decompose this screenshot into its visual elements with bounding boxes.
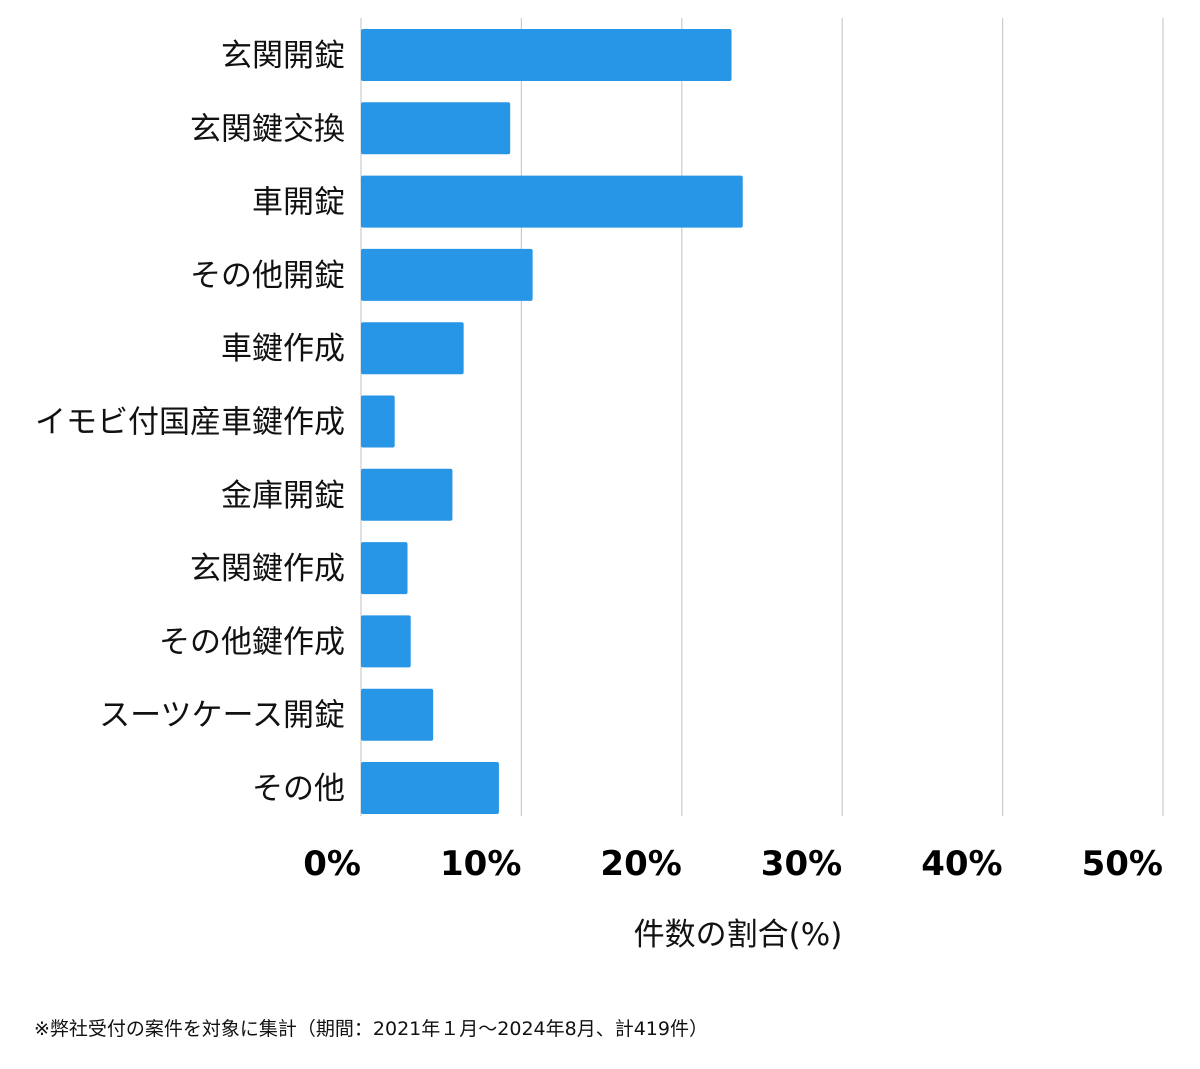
category-label: 車開錠 [252,185,345,221]
bar [361,688,434,741]
bars [361,29,743,814]
bar [361,322,464,375]
bar [361,542,408,595]
x-tick-labels: 0% 10% 20% 30% 40% 50% [303,844,1163,884]
category-label: 金庫開錠 [221,478,345,514]
bar [361,29,732,81]
category-label: スーツケース開錠 [99,698,345,734]
category-labels: 玄関開錠玄関鍵交換車開錠その他開錠車鍵作成イモビ付国産車鍵作成金庫開錠玄関鍵作成… [35,38,345,807]
x-tick-label: 0% [303,844,361,884]
category-label: イモビ付国産車鍵作成 [35,405,345,441]
category-label: その他開錠 [190,258,345,294]
x-tick-label: 20% [600,844,681,884]
category-label: 車鍵作成 [221,331,345,367]
bar [361,248,533,301]
bar [361,102,511,155]
category-label: その他鍵作成 [159,624,345,660]
bar [361,762,499,814]
x-axis-title: 件数の割合(%) [634,917,843,953]
x-tick-label: 30% [761,844,842,884]
bar [361,175,743,228]
bar [361,468,453,521]
x-tick-label: 40% [921,844,1002,884]
gridlines [360,18,1164,816]
category-label: 玄関開錠 [221,38,345,74]
x-tick-label: 50% [1082,844,1163,884]
x-tick-label: 10% [440,844,521,884]
category-label: 玄関鍵交換 [190,111,345,147]
category-label: 玄関鍵作成 [190,551,345,587]
bar-chart: 玄関開錠玄関鍵交換車開錠その他開錠車鍵作成イモビ付国産車鍵作成金庫開錠玄関鍵作成… [35,18,1164,953]
bar [361,615,411,668]
category-label: その他 [252,771,345,807]
footnote: ※弊社受付の案件を対象に集計（期間：2021年１月〜2024年8月、計419件） [34,1018,708,1040]
bar [361,395,395,448]
